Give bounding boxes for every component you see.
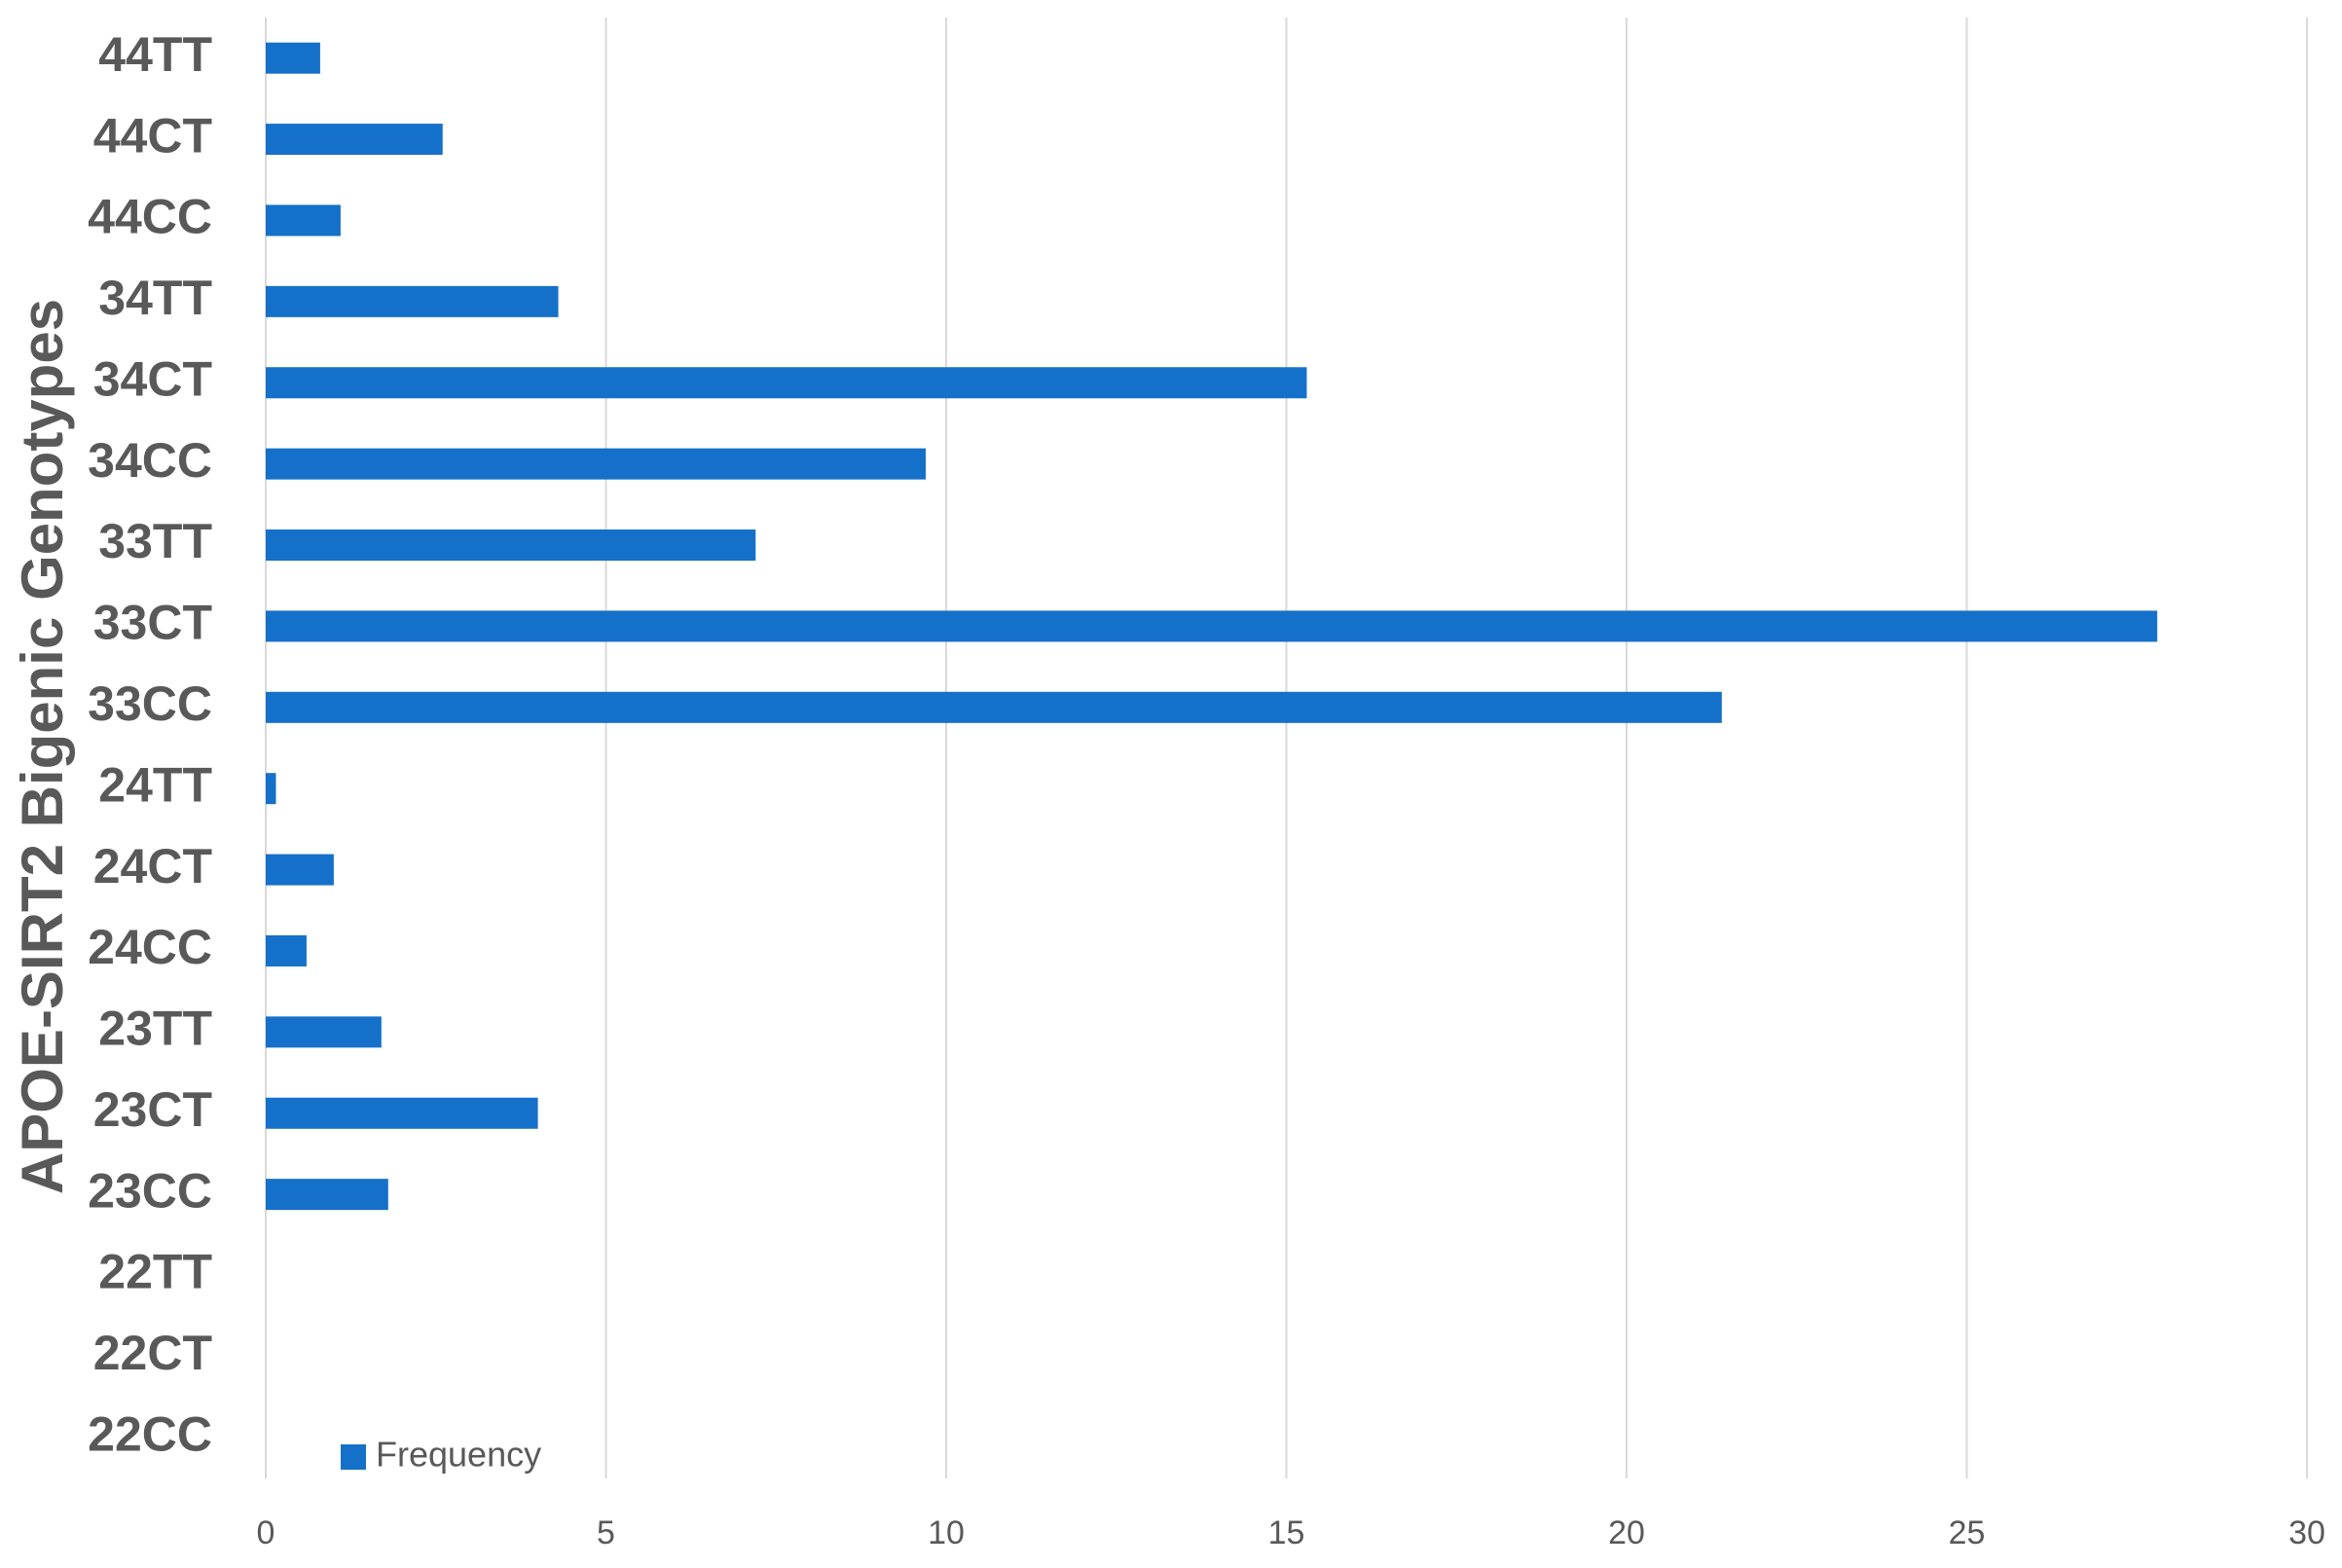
y-tick-label: 33CT bbox=[93, 596, 212, 650]
x-tick-label: 20 bbox=[1608, 1514, 1645, 1551]
bar bbox=[266, 691, 1722, 723]
x-tick-label: 10 bbox=[928, 1514, 965, 1551]
y-tick-label: 44CT bbox=[93, 108, 212, 163]
y-axis-title: APOE-SIRT2 Bigenic Genotypes bbox=[10, 299, 75, 1194]
y-tick-label: 23CC bbox=[88, 1163, 212, 1218]
bar bbox=[266, 773, 276, 805]
bar bbox=[266, 448, 927, 480]
bar bbox=[266, 285, 559, 317]
bar bbox=[266, 610, 2158, 642]
x-tick-label: 5 bbox=[597, 1514, 615, 1551]
bar bbox=[266, 124, 443, 156]
bar bbox=[266, 204, 341, 237]
bar bbox=[266, 934, 307, 966]
legend-label: Frequency bbox=[376, 1435, 541, 1475]
bar bbox=[266, 1016, 382, 1048]
y-tick-label: 24TT bbox=[98, 757, 212, 812]
bar bbox=[266, 854, 334, 886]
y-tick-label: 33CC bbox=[88, 676, 212, 731]
y-tick-label: 24CC bbox=[88, 920, 212, 974]
y-tick-label: 34TT bbox=[98, 271, 212, 325]
y-tick-label: 34CT bbox=[93, 351, 212, 406]
bar bbox=[266, 529, 756, 562]
bar bbox=[266, 42, 320, 74]
bar bbox=[266, 1097, 538, 1129]
x-tick-label: 30 bbox=[2288, 1514, 2325, 1551]
x-tick-label: 25 bbox=[1949, 1514, 1986, 1551]
y-tick-label: 23TT bbox=[98, 1002, 212, 1056]
y-tick-label: 23CT bbox=[93, 1082, 212, 1137]
bar bbox=[266, 367, 1307, 399]
y-tick-label: 24CT bbox=[93, 839, 212, 893]
y-tick-label: 44TT bbox=[98, 27, 212, 82]
bar bbox=[266, 1179, 388, 1211]
y-tick-label: 22TT bbox=[98, 1245, 212, 1299]
y-tick-label: 33TT bbox=[98, 514, 212, 568]
y-tick-label: 22CC bbox=[88, 1407, 212, 1462]
legend-swatch bbox=[341, 1444, 366, 1470]
y-tick-label: 22CT bbox=[93, 1326, 212, 1380]
y-tick-label: 44CC bbox=[88, 190, 212, 244]
x-tick-label: 15 bbox=[1268, 1514, 1305, 1551]
x-tick-label: 0 bbox=[257, 1514, 275, 1551]
y-tick-label: 34CC bbox=[88, 433, 212, 488]
